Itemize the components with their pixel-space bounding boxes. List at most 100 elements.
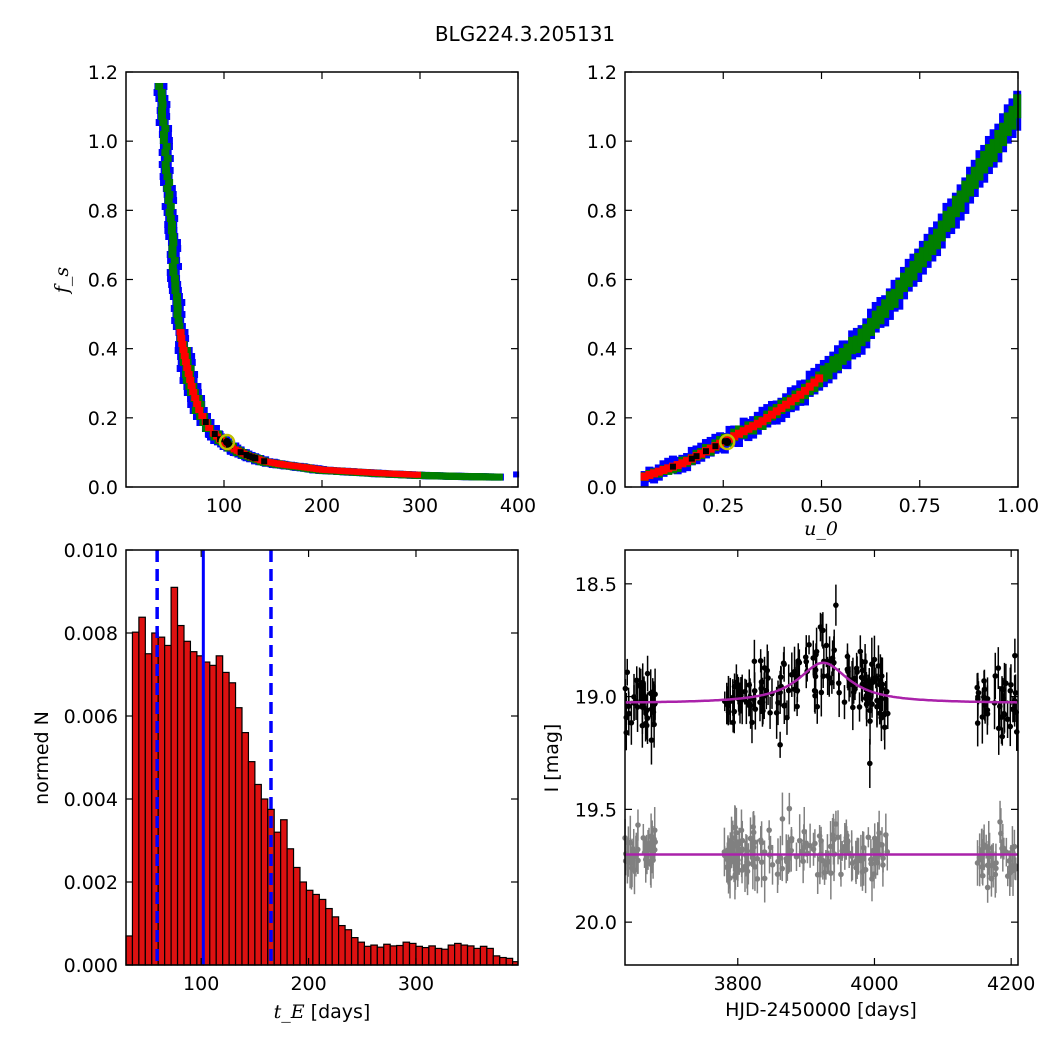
y-tick-label: 1.2	[587, 62, 617, 84]
heatmap-cell-green	[169, 239, 178, 246]
plot-frame	[624, 71, 1019, 488]
tick-marks: 0.25 0.50 0.75 1.00 0.0 0.2 0.4 0.6 0.8 1.0 1.2	[587, 62, 1039, 517]
histogram-bar	[447, 944, 456, 966]
heatmap-cell-green	[171, 281, 180, 288]
histogram-bar	[144, 653, 153, 966]
data-point	[823, 642, 830, 649]
data-point	[784, 857, 791, 864]
heatmap-cell-red	[791, 394, 800, 403]
best-fit-marker	[718, 433, 736, 451]
heatmap-cell-red	[763, 413, 772, 422]
heatmap-cell-red	[664, 464, 673, 473]
heatmap-cell-red	[758, 417, 767, 426]
best-fit-marker-center	[723, 438, 732, 447]
data-point	[781, 661, 787, 668]
heatmap-cell-red	[749, 422, 758, 431]
heatmap-cell-green	[155, 83, 164, 90]
data-point	[820, 673, 826, 679]
data-point	[1012, 690, 1019, 696]
y-tick-label: 0.0	[587, 477, 617, 499]
data-point	[1012, 652, 1018, 659]
x-tick-label: 0.25	[702, 495, 744, 517]
data-point	[648, 737, 655, 743]
data-point	[757, 837, 764, 844]
heatmap-cell-red	[678, 459, 687, 468]
heatmap-cell-black	[712, 443, 719, 450]
heatmap-cell-black	[252, 455, 259, 462]
histogram-bar	[499, 956, 507, 966]
heatmap-cell-black	[693, 453, 700, 460]
histogram-bar	[479, 945, 488, 966]
data-point	[769, 862, 776, 868]
heatmap-cell-green	[989, 139, 998, 163]
data-point	[868, 860, 874, 867]
histogram-bar	[234, 707, 243, 966]
data-point	[777, 742, 783, 748]
histogram-bar	[170, 586, 179, 966]
data-point	[731, 708, 738, 715]
histogram-bar	[138, 616, 146, 966]
heatmap-cell-green	[172, 293, 181, 300]
histogram-bar	[363, 945, 372, 966]
data-point	[871, 835, 878, 842]
histogram-bar	[157, 636, 166, 966]
data-point	[765, 675, 771, 681]
heatmap-cell-red	[725, 434, 734, 443]
data-point	[979, 714, 986, 720]
y-tick-label: 1.2	[88, 62, 118, 84]
data-point	[992, 673, 999, 679]
data-point	[794, 703, 800, 710]
heatmap-cell-black	[237, 449, 244, 456]
heatmap-cell-green	[167, 227, 176, 234]
x-tick-label: 3800	[714, 973, 762, 995]
data-point	[833, 602, 839, 608]
data-point	[995, 665, 1002, 671]
histogram-bar	[331, 916, 340, 966]
heatmap-cell-red	[186, 377, 195, 383]
data-point	[812, 673, 819, 680]
heatmap-cell-green	[871, 310, 880, 329]
data-point	[818, 689, 825, 696]
data-point	[999, 845, 1005, 852]
histogram-bar	[176, 624, 185, 966]
histogram-bar	[402, 941, 411, 966]
data-point	[751, 839, 758, 846]
heatmap-cell-green	[158, 101, 167, 108]
heatmap-cell-green	[164, 197, 173, 204]
heatmap-cell-green	[174, 317, 183, 324]
heatmap-cell-red	[753, 419, 762, 428]
data-point	[997, 819, 1003, 825]
histogram-bar	[189, 651, 198, 966]
x-axis-label: u_0	[804, 518, 838, 540]
histogram-bar	[421, 946, 430, 966]
heatmap-cell-green	[162, 167, 171, 174]
heatmap-cell-red	[654, 467, 663, 476]
heatmap-cell-red	[413, 471, 422, 478]
data-point	[648, 706, 655, 712]
heatmap-cell-green	[918, 247, 927, 268]
heatmap-cell-green	[970, 166, 979, 189]
heatmap-cell-green	[158, 107, 167, 114]
heatmap-cell-green	[824, 362, 833, 380]
y-tick-label: 0.002	[64, 872, 118, 894]
y-tick-label: 0.8	[587, 200, 617, 222]
figure-title: BLG224.3.205131	[434, 22, 616, 46]
heatmap-cell-black	[688, 455, 695, 462]
histogram-bar	[408, 942, 417, 966]
data-point	[830, 836, 837, 843]
histogram-bar	[383, 943, 391, 966]
data-point	[727, 845, 734, 852]
data-point	[1004, 716, 1011, 723]
histogram-bar	[209, 664, 217, 966]
heatmap-cell-green	[159, 137, 168, 144]
histogram-bar	[292, 866, 301, 966]
heatmap-cell-red	[673, 461, 682, 470]
histogram-bar	[228, 682, 237, 966]
histogram-bar	[286, 848, 295, 966]
data-point	[816, 833, 823, 839]
heatmap-cell-green	[490, 473, 503, 481]
data-point	[979, 872, 986, 879]
heatmap-cell-red	[815, 374, 824, 383]
heatmap-cell-green	[1013, 94, 1022, 119]
data-point	[634, 704, 641, 710]
